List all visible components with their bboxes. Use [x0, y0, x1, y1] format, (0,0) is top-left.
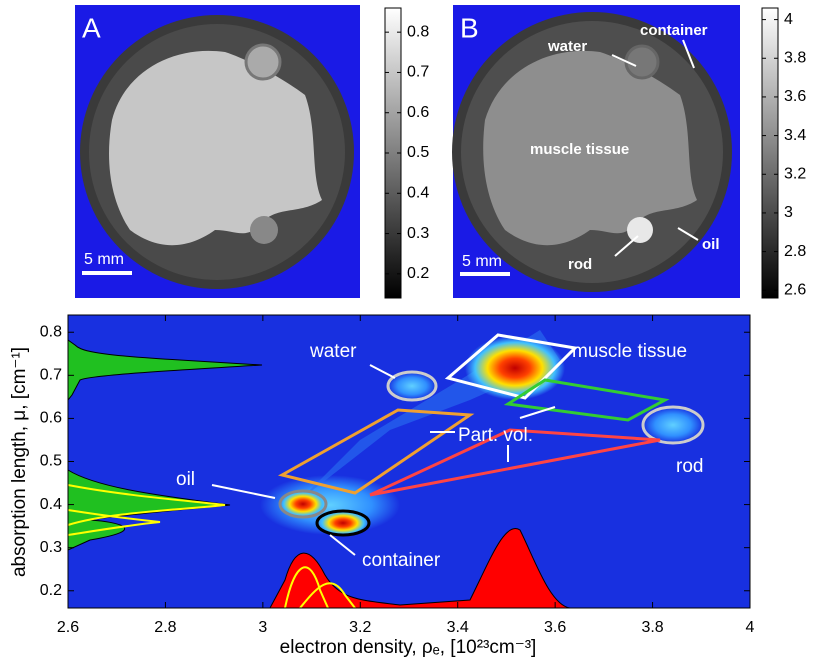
colorbar-tick-label: 2.8	[784, 243, 806, 260]
colorbar-tick-label: 0.6	[407, 104, 429, 121]
x-tick-label: 4	[746, 619, 755, 636]
y-tick-label: 0.2	[40, 582, 62, 599]
annotation: rod	[568, 256, 592, 273]
y-tick-label: 0.3	[40, 539, 62, 556]
colorbar-tick-label: 2.6	[784, 281, 806, 298]
annotation: rod	[676, 456, 703, 477]
scale-bar-label: 5 mm	[84, 251, 124, 268]
y-tick-label: 0.8	[40, 323, 62, 340]
annotation: water	[309, 341, 357, 362]
x-tick-label: 3.4	[447, 619, 469, 636]
colorbar-tick-label: 3.2	[784, 165, 806, 182]
x-axis-label: electron density, ρₑ, [10²³cm⁻³]	[280, 637, 537, 658]
colorbar	[762, 8, 778, 298]
x-tick-label: 2.6	[57, 619, 79, 636]
x-tick-label: 3.6	[544, 619, 566, 636]
colorbar-tick-label: 3	[784, 204, 793, 221]
colorbar-tick-label: 0.7	[407, 64, 429, 81]
annotation: oil	[702, 236, 720, 253]
scale-bar	[82, 271, 132, 275]
panel-label: B	[460, 12, 479, 43]
scale-bar-label: 5 mm	[462, 253, 502, 270]
y-tick-label: 0.6	[40, 410, 62, 427]
x-tick-label: 3.2	[349, 619, 371, 636]
x-tick-label: 2.8	[154, 619, 176, 636]
y-axis-label: absorption length, μ, [cm⁻¹]	[9, 347, 30, 577]
colorbar-tick-label: 0.3	[407, 225, 429, 242]
colorbar-tick-label: 0.5	[407, 144, 429, 161]
annotation: muscle tissue	[572, 341, 687, 362]
scale-bar	[460, 272, 510, 276]
y-tick-label: 0.7	[40, 367, 62, 384]
figure: A B 5 mm 5 mm el	[0, 0, 822, 662]
annotation: water	[547, 38, 587, 55]
annotation: muscle tissue	[530, 141, 629, 158]
annotation: Part. vol.	[458, 425, 533, 446]
colorbar-tick-label: 3.6	[784, 88, 806, 105]
colorbar-tick-label: 0.8	[407, 23, 429, 40]
colorbar-tick-label: 3.4	[784, 127, 806, 144]
annotation: container	[640, 22, 708, 39]
colorbar-tick-label: 0.4	[407, 184, 429, 201]
annotation: container	[362, 550, 441, 571]
panel-label: A	[82, 12, 101, 43]
x-tick-label: 3.8	[641, 619, 663, 636]
colorbar-tick-label: 3.8	[784, 49, 806, 66]
colorbar-tick-label: 4	[784, 11, 793, 28]
x-tick-label: 3	[258, 619, 267, 636]
colorbar-tick-label: 0.2	[407, 265, 429, 282]
y-tick-label: 0.5	[40, 453, 62, 470]
y-tick-label: 0.4	[40, 496, 62, 513]
annotation: oil	[176, 469, 195, 490]
